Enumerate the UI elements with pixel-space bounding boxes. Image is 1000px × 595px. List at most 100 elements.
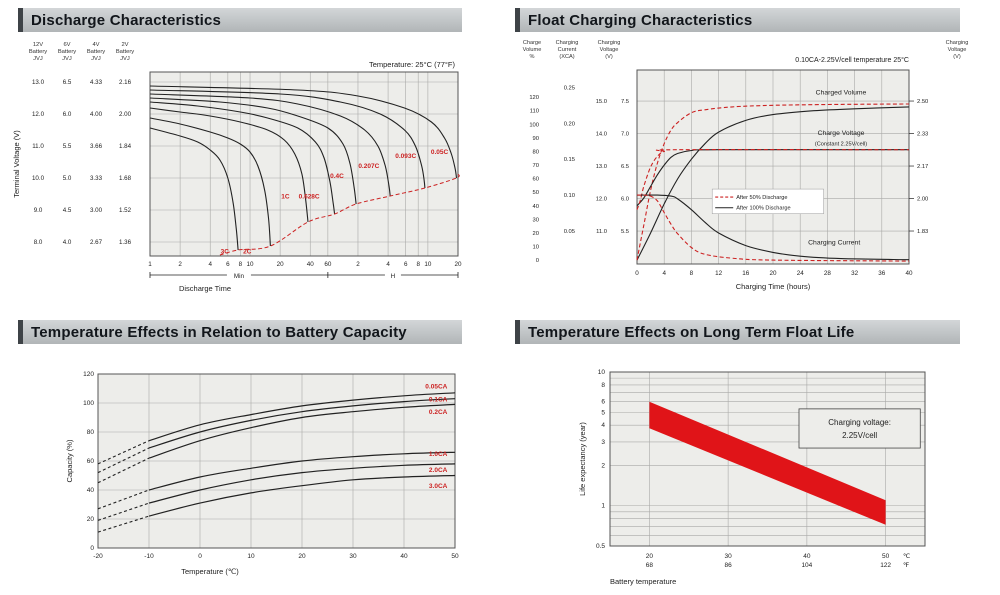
discharge-x-tick: 1 bbox=[148, 261, 152, 268]
tempcap-y-tick: 0 bbox=[90, 545, 94, 552]
discharge-curve-0.628C bbox=[149, 101, 336, 215]
panel-float-life: Temperature Effects on Long Term Float L… bbox=[505, 320, 993, 594]
float-voltage6-tick: 7.5 bbox=[621, 99, 629, 105]
float-volume-tick: 0 bbox=[536, 258, 539, 264]
float-x-tick: 36 bbox=[878, 270, 886, 277]
floatlife-x-axis-title: Battery temperature bbox=[610, 577, 676, 586]
float-axis-header: Charging bbox=[556, 40, 579, 46]
floatlife-annotation-box bbox=[798, 408, 921, 449]
panel-discharge: Discharge Characteristics 3C 2C 1C 0.628C 0.… bbox=[10, 8, 496, 296]
float-charging-title: Float Charging Characteristics bbox=[528, 11, 753, 29]
float-cell-voltage-tick: 2.50 bbox=[917, 99, 928, 105]
float-current-tick: 0.15 bbox=[564, 157, 575, 163]
tempcap-y-tick: 120 bbox=[83, 371, 94, 378]
float-curve-label: Charge Voltage bbox=[818, 130, 865, 137]
floatlife-x-tick-c: 40 bbox=[803, 553, 811, 560]
discharge-x-tick: 6 bbox=[404, 261, 408, 268]
floatlife-x-tick-f: 122 bbox=[880, 562, 891, 569]
discharge-voltage-tick: 4.00 bbox=[90, 111, 103, 118]
discharge-temperature-annotation: Temperature: 25°C (77°F) bbox=[369, 60, 456, 69]
panel-temp-capacity: Temperature Effects in Relation to Batte… bbox=[10, 320, 496, 590]
float-x-tick: 24 bbox=[797, 270, 805, 277]
tempcap-curve-3.0CA bbox=[148, 474, 456, 517]
float-volume-tick: 40 bbox=[533, 204, 539, 210]
discharge-voltage-tick: 4.33 bbox=[90, 79, 103, 86]
tempcap-x-tick: 50 bbox=[451, 553, 459, 560]
discharge-axis-header: 12V bbox=[33, 42, 43, 48]
tempcap-rate-label: 1.0CA bbox=[429, 451, 448, 458]
discharge-x-section-lines bbox=[149, 272, 459, 278]
floatlife-y-axis-title: Life expectancy (year) bbox=[578, 422, 587, 496]
discharge-cutoff-line bbox=[219, 173, 460, 256]
discharge-plot-area bbox=[150, 72, 458, 256]
tempcap-y-tick: 100 bbox=[83, 400, 94, 407]
tempcap-curve-2.0CA-dashed bbox=[97, 502, 150, 521]
discharge-rate-label: 0.207C bbox=[358, 163, 379, 170]
discharge-section-h: H bbox=[391, 273, 396, 280]
float-axis-header: Charging bbox=[598, 40, 621, 46]
discharge-axis-header: Battery bbox=[87, 49, 105, 55]
discharge-rate-label: 0.05C bbox=[431, 149, 449, 156]
discharge-axis-header: Battery bbox=[29, 49, 47, 55]
discharge-curve-0.207C bbox=[149, 93, 391, 197]
float-volume-tick: 80 bbox=[533, 149, 539, 155]
float-life-title-bar: Temperature Effects on Long Term Float L… bbox=[515, 320, 960, 344]
discharge-voltage-tick: 6.5 bbox=[63, 79, 72, 86]
float-axis-header: (XCA) bbox=[559, 54, 574, 60]
float-curve-charged-volume-100 bbox=[636, 106, 910, 261]
float-volume-tick: 120 bbox=[529, 95, 539, 101]
discharge-voltage-tick: 5.5 bbox=[63, 143, 72, 150]
discharge-curve-0.05C bbox=[149, 85, 458, 179]
discharge-x-tick: 8 bbox=[239, 261, 243, 268]
float-voltage12-tick: 13.0 bbox=[596, 164, 607, 170]
floatlife-y-tick: 1 bbox=[601, 503, 605, 510]
floatlife-x-tick-f: 86 bbox=[725, 562, 733, 569]
discharge-voltage-tick: 10.0 bbox=[32, 175, 45, 182]
float-axis-header: Volume bbox=[523, 47, 542, 53]
discharge-voltage-tick: 2.16 bbox=[119, 79, 132, 86]
float-x-tick: 0 bbox=[635, 270, 639, 277]
float-curve-charging-current-100 bbox=[636, 194, 910, 261]
float-axis-header: Voltage bbox=[600, 47, 619, 53]
floatlife-annotation-text: Charging voltage: bbox=[828, 418, 891, 427]
float-cell-voltage-tick: 1.83 bbox=[917, 229, 928, 235]
float-cell-voltage-tick: 2.33 bbox=[917, 132, 928, 138]
float-x-tick: 32 bbox=[851, 270, 859, 277]
discharge-x-tick: 8 bbox=[416, 261, 420, 268]
discharge-rate-label: 3C bbox=[221, 248, 230, 255]
floatlife-band bbox=[649, 401, 886, 525]
float-cell-voltage-tick: 2.17 bbox=[917, 164, 928, 170]
float-voltage6-tick: 6.5 bbox=[621, 164, 629, 170]
discharge-curve-0.093C bbox=[149, 89, 426, 189]
tempcap-x-tick: 20 bbox=[298, 553, 306, 560]
discharge-voltage-tick: 3.33 bbox=[90, 175, 103, 182]
float-volume-tick: 100 bbox=[529, 122, 539, 128]
tempcap-y-axis-title: Capacity (%) bbox=[65, 439, 74, 482]
discharge-x-tick: 10 bbox=[424, 261, 432, 268]
float-x-tick: 40 bbox=[905, 270, 913, 277]
discharge-x-tick: 2 bbox=[178, 261, 182, 268]
float-cell-voltage-tick: 2.00 bbox=[917, 197, 928, 203]
tempcap-rate-label: 0.2CA bbox=[429, 409, 448, 416]
floatlife-x-tick-f: 104 bbox=[801, 562, 812, 569]
discharge-voltage-tick: 1.68 bbox=[119, 175, 132, 182]
discharge-axis-header: JVJ bbox=[91, 56, 101, 62]
float-axis-header: (V) bbox=[605, 54, 613, 60]
discharge-voltage-tick: 5.0 bbox=[63, 175, 72, 182]
float-x-tick: 16 bbox=[742, 270, 750, 277]
float-curve-charge-voltage-100 bbox=[636, 149, 910, 207]
float-axis-header: Charge bbox=[523, 40, 541, 46]
discharge-section-min: Min bbox=[234, 273, 245, 280]
discharge-voltage-tick: 3.66 bbox=[90, 143, 103, 150]
float-volume-tick: 10 bbox=[533, 245, 539, 251]
float-life-chart: Charging voltage:2.25V/cell1086543210.52… bbox=[578, 369, 926, 586]
discharge-voltage-tick: 1.36 bbox=[119, 239, 132, 246]
float-curve-label: Charging Current bbox=[808, 240, 860, 247]
floatlife-y-tick: 4 bbox=[601, 422, 605, 429]
discharge-x-tick: 20 bbox=[454, 261, 462, 268]
float-life-title: Temperature Effects on Long Term Float L… bbox=[528, 323, 855, 341]
floatlife-y-tick: 5 bbox=[601, 409, 605, 416]
float-voltage12-tick: 12.0 bbox=[596, 197, 607, 203]
floatlife-y-tick: 10 bbox=[598, 369, 606, 376]
